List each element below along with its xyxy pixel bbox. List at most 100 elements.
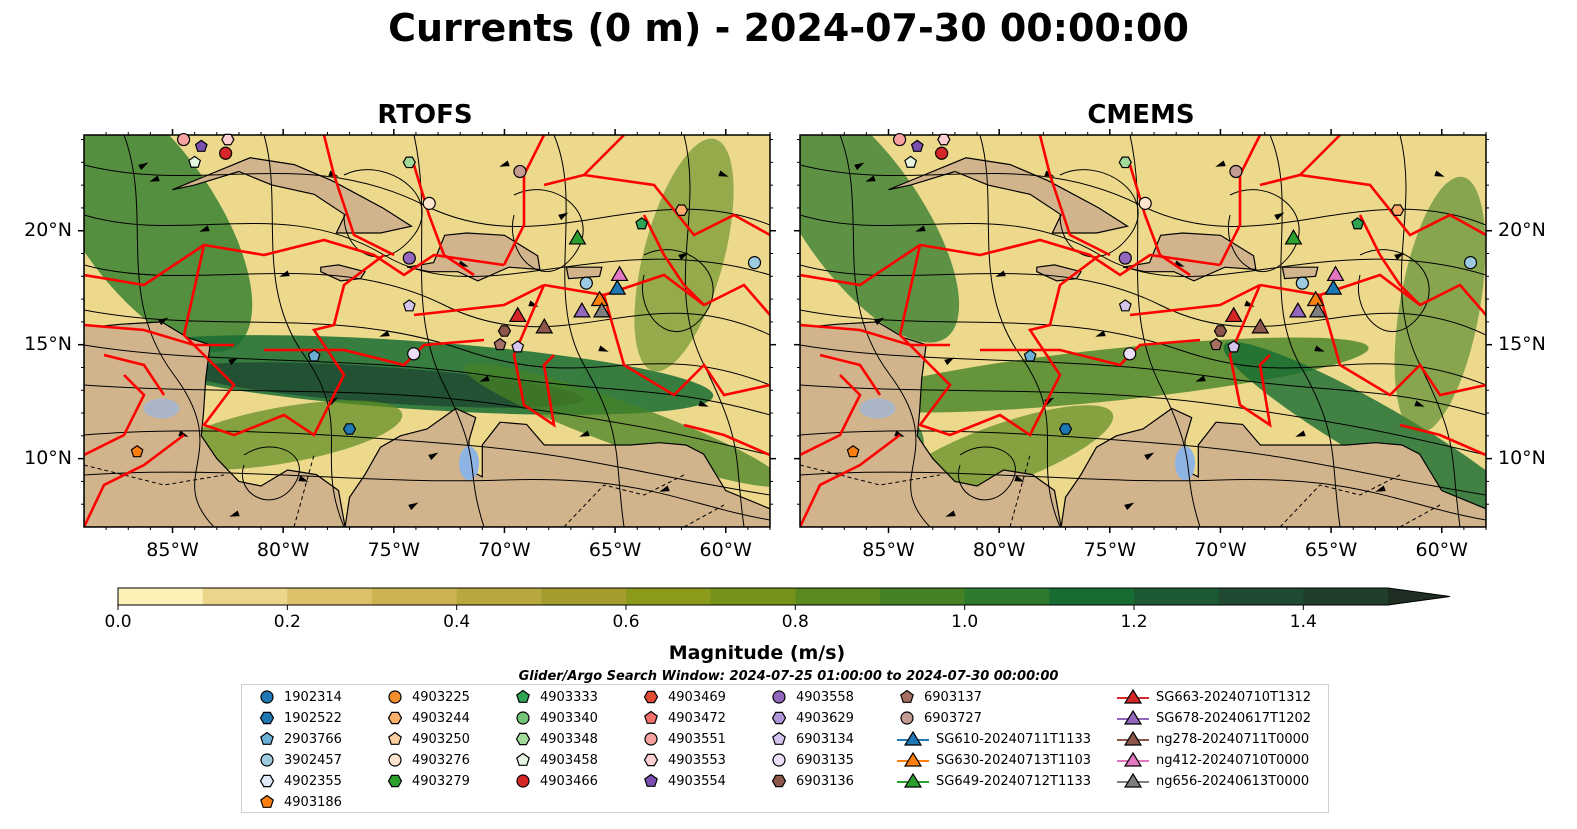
platform-marker bbox=[910, 139, 924, 152]
platform-marker bbox=[407, 347, 421, 361]
platform-marker bbox=[608, 279, 627, 295]
legend-label: 4903333 bbox=[540, 689, 598, 705]
panel-title-cmems: CMEMS bbox=[1087, 100, 1195, 130]
platform-marker bbox=[493, 337, 507, 351]
colorbar-tick-label: 0.0 bbox=[104, 612, 132, 632]
legend-entry: 4903553 bbox=[640, 750, 726, 770]
legend-entry: 4903466 bbox=[512, 771, 598, 791]
legend-label: 4903551 bbox=[668, 731, 726, 747]
platform-marker bbox=[307, 349, 321, 362]
colorbar-segment bbox=[710, 588, 796, 605]
legend-marker-icon bbox=[900, 689, 914, 703]
platform-marker bbox=[1118, 299, 1132, 312]
legend-label: ng412-20240710T0000 bbox=[1156, 752, 1310, 768]
legend-entry: 4903250 bbox=[384, 729, 470, 749]
lat-tick-label: 20°N bbox=[24, 218, 72, 241]
legend-marker-icon bbox=[1117, 730, 1149, 746]
platform-marker bbox=[1138, 196, 1152, 210]
platform-marker bbox=[610, 265, 629, 282]
legend-marker-icon bbox=[515, 732, 531, 746]
legend-entry: 4903472 bbox=[640, 708, 726, 728]
legend-label: 4903472 bbox=[668, 710, 726, 726]
platform-marker bbox=[568, 229, 587, 245]
legend-label: 4903469 bbox=[668, 689, 726, 705]
platform-marker bbox=[1213, 325, 1228, 337]
legend-marker-icon bbox=[387, 774, 403, 788]
colorbar-segment bbox=[1049, 588, 1135, 605]
lat-tick-label: 10°N bbox=[1498, 446, 1546, 469]
map-panel-rtofs bbox=[84, 135, 770, 527]
legend-marker-icon bbox=[260, 753, 274, 767]
platform-marker bbox=[1023, 349, 1037, 362]
legend-entry: 4903244 bbox=[384, 708, 470, 728]
legend-label: 4902355 bbox=[284, 773, 342, 789]
legend-marker-icon bbox=[260, 731, 274, 745]
legend-marker-icon bbox=[1117, 772, 1149, 788]
legend-label: 6903136 bbox=[796, 773, 854, 789]
legend-label: 1902522 bbox=[284, 710, 342, 726]
platform-marker bbox=[1251, 317, 1270, 334]
platform-marker bbox=[130, 445, 144, 458]
legend-entry: 6903135 bbox=[768, 750, 854, 770]
platform-marker bbox=[176, 132, 191, 147]
legend-marker-icon bbox=[259, 711, 275, 725]
colorbar-segment bbox=[118, 588, 204, 605]
colorbar-segment bbox=[795, 588, 881, 605]
legend-marker-icon bbox=[388, 690, 402, 704]
colorbar-tick-label: 1.0 bbox=[951, 612, 979, 632]
colorbar-tick-label: 0.2 bbox=[273, 612, 301, 632]
legend-marker-icon bbox=[644, 710, 658, 724]
legend-label: 4903186 bbox=[284, 794, 342, 810]
legend-entry: 6903136 bbox=[768, 771, 854, 791]
colorbar-segment bbox=[287, 588, 373, 605]
colorbar-tick-label: 1.4 bbox=[1289, 612, 1317, 632]
lat-tick-label: 20°N bbox=[1498, 218, 1546, 241]
lon-tick-label: 70°W bbox=[1194, 539, 1247, 561]
colorbar-segment bbox=[541, 588, 627, 605]
platform-marker bbox=[1058, 423, 1073, 435]
legend-label: 4903554 bbox=[668, 773, 726, 789]
legend-entry: 6903134 bbox=[768, 729, 854, 749]
legend-marker-icon bbox=[897, 730, 929, 746]
colorbar-segment bbox=[456, 588, 542, 605]
platform-marker bbox=[1229, 164, 1243, 179]
legend-entry: 4903279 bbox=[384, 771, 470, 791]
lat-tick-label: 15°N bbox=[24, 332, 72, 355]
lon-tick-label: 80°W bbox=[972, 539, 1026, 561]
platform-marker bbox=[1288, 301, 1307, 318]
platform-marker bbox=[422, 196, 436, 210]
legend-entry: 4903629 bbox=[768, 708, 854, 728]
map-panel-cmems bbox=[800, 135, 1486, 527]
legend-marker-icon bbox=[643, 690, 659, 704]
lon-tick-label: 70°W bbox=[478, 539, 531, 561]
platform-marker bbox=[402, 156, 416, 169]
legend-marker-icon bbox=[1117, 709, 1149, 725]
legend-entry: 4903333 bbox=[512, 687, 598, 707]
platform-marker bbox=[674, 204, 689, 217]
legend-entry: SG678-20240617T1202 bbox=[1116, 708, 1311, 728]
legend-entry: 3902457 bbox=[256, 750, 342, 770]
legend-entry: 4903469 bbox=[640, 687, 726, 707]
legend-label: 4903250 bbox=[412, 731, 470, 747]
legend-entry: 4903186 bbox=[256, 792, 342, 812]
legend-label: 4903225 bbox=[412, 689, 470, 705]
lon-tick-label: 65°W bbox=[1304, 539, 1358, 561]
legend-entry: 4903225 bbox=[384, 687, 470, 707]
colorbar bbox=[117, 587, 1451, 610]
colorbar-segment bbox=[964, 588, 1050, 605]
platform-marker bbox=[513, 164, 527, 179]
legend-marker-icon bbox=[388, 731, 402, 745]
platform-marker bbox=[846, 445, 860, 458]
platform-marker bbox=[497, 325, 512, 337]
platform-marker bbox=[1227, 340, 1241, 353]
platform-marker bbox=[508, 306, 527, 323]
legend-label: 6903134 bbox=[796, 731, 854, 747]
platform-marker bbox=[579, 276, 593, 290]
platform-marker bbox=[747, 256, 762, 270]
colorbar-segment bbox=[202, 588, 288, 605]
legend-label: 4903340 bbox=[540, 710, 598, 726]
legend-label: SG610-20240711T1133 bbox=[936, 731, 1092, 747]
legend-marker-icon bbox=[643, 753, 659, 767]
platform-marker bbox=[1224, 306, 1243, 323]
lon-tick-label: 75°W bbox=[367, 539, 421, 561]
